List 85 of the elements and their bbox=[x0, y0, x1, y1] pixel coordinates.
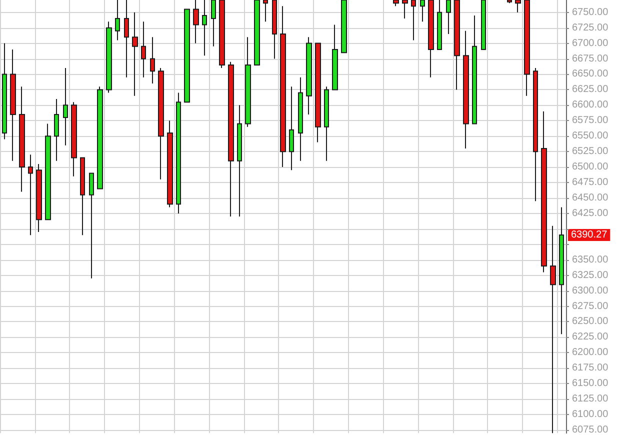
candlestick bbox=[446, 0, 451, 35]
y-tick-label: 6200.00 bbox=[572, 347, 609, 358]
y-tick-label: 6500.00 bbox=[572, 162, 609, 173]
y-tick-label: 6075.00 bbox=[572, 424, 609, 435]
candlestick bbox=[63, 68, 68, 146]
y-tick-label: 6175.00 bbox=[572, 362, 609, 374]
candlestick bbox=[89, 172, 94, 279]
candlestick bbox=[332, 24, 338, 90]
candlestick bbox=[167, 120, 173, 208]
candlestick bbox=[533, 68, 538, 202]
y-tick-label: 6550.00 bbox=[572, 130, 609, 142]
y-tick-label: 6100.00 bbox=[572, 409, 609, 420]
candlestick bbox=[10, 48, 16, 162]
candlestick bbox=[237, 104, 242, 218]
y-tick-label: 6125.00 bbox=[572, 394, 609, 405]
candlestick bbox=[272, 0, 277, 60]
candlestick bbox=[45, 123, 51, 220]
candlestick bbox=[298, 76, 303, 162]
y-tick-label: 6300.00 bbox=[572, 285, 609, 296]
candlestick bbox=[472, 14, 477, 124]
candlestick bbox=[454, 0, 460, 90]
candlestick bbox=[306, 36, 312, 115]
candlestick bbox=[481, 0, 486, 50]
y-tick-label: 6725.00 bbox=[572, 22, 609, 34]
y-tick-label: 6350.00 bbox=[572, 254, 609, 266]
y-tick-label: 6275.00 bbox=[572, 300, 609, 312]
candlestick bbox=[132, 12, 138, 96]
candlestick bbox=[550, 225, 556, 434]
y-tick-label: 6250.00 bbox=[572, 316, 609, 328]
candlestick bbox=[420, 0, 425, 22]
candlestick bbox=[158, 68, 164, 180]
y-tick-label: 6600.00 bbox=[572, 100, 609, 111]
candlestick bbox=[280, 6, 286, 168]
candlestick bbox=[28, 154, 33, 236]
candlestick bbox=[263, 0, 268, 22]
candlestick bbox=[115, 0, 120, 41]
candlestick bbox=[19, 86, 25, 192]
candlestick bbox=[2, 42, 7, 140]
candlestick bbox=[245, 36, 251, 128]
y-tick-label: 6700.00 bbox=[572, 38, 609, 49]
candlestick bbox=[411, 0, 416, 41]
candlestick bbox=[515, 0, 521, 13]
text: 6390.27 bbox=[571, 229, 608, 240]
candlestick bbox=[559, 206, 564, 335]
y-tick-label: 6525.00 bbox=[572, 146, 609, 158]
candlestick bbox=[176, 92, 181, 214]
candlestick bbox=[254, 0, 260, 66]
candlestick bbox=[150, 36, 155, 84]
y-tick-label: 6450.00 bbox=[572, 192, 609, 204]
candlestick bbox=[36, 163, 42, 233]
candlestick bbox=[437, 0, 442, 50]
candlestick bbox=[541, 110, 547, 273]
y-tick-label: 6575.00 bbox=[572, 115, 609, 126]
candlestick bbox=[507, 0, 512, 4]
candlestick bbox=[71, 102, 77, 177]
y-tick-label: 6675.00 bbox=[572, 53, 609, 64]
candlestick bbox=[324, 86, 329, 162]
candlestick bbox=[211, 0, 216, 47]
candlestick bbox=[228, 61, 234, 218]
y-tick-label: 6325.00 bbox=[572, 270, 609, 281]
candlestick bbox=[202, 0, 207, 56]
candlestick bbox=[524, 0, 530, 96]
candlestick bbox=[393, 0, 399, 7]
y-tick-label: 6650.00 bbox=[572, 68, 609, 80]
y-tick-label: 6475.00 bbox=[572, 177, 609, 188]
candlestick bbox=[428, 0, 434, 78]
candlestick bbox=[97, 86, 103, 190]
y-tick-label: 6225.00 bbox=[572, 332, 609, 343]
candlestick bbox=[463, 30, 469, 149]
candlestick bbox=[141, 21, 146, 78]
candlestick bbox=[193, 0, 199, 44]
y-tick-label: 6425.00 bbox=[572, 208, 609, 219]
candlestick bbox=[184, 8, 190, 103]
y-tick-label: 6150.00 bbox=[572, 378, 609, 390]
candlestick bbox=[219, 0, 225, 69]
candlestick bbox=[106, 21, 112, 94]
candlestick bbox=[289, 86, 294, 171]
candlestick bbox=[402, 0, 408, 20]
candlestick bbox=[80, 157, 85, 236]
y-tick-label: 6750.00 bbox=[572, 6, 609, 18]
y-tick-label: 6625.00 bbox=[572, 84, 609, 96]
candlestick bbox=[124, 0, 129, 78]
candlestick bbox=[54, 98, 59, 162]
candlestick bbox=[315, 42, 321, 143]
candlestick bbox=[341, 0, 347, 54]
